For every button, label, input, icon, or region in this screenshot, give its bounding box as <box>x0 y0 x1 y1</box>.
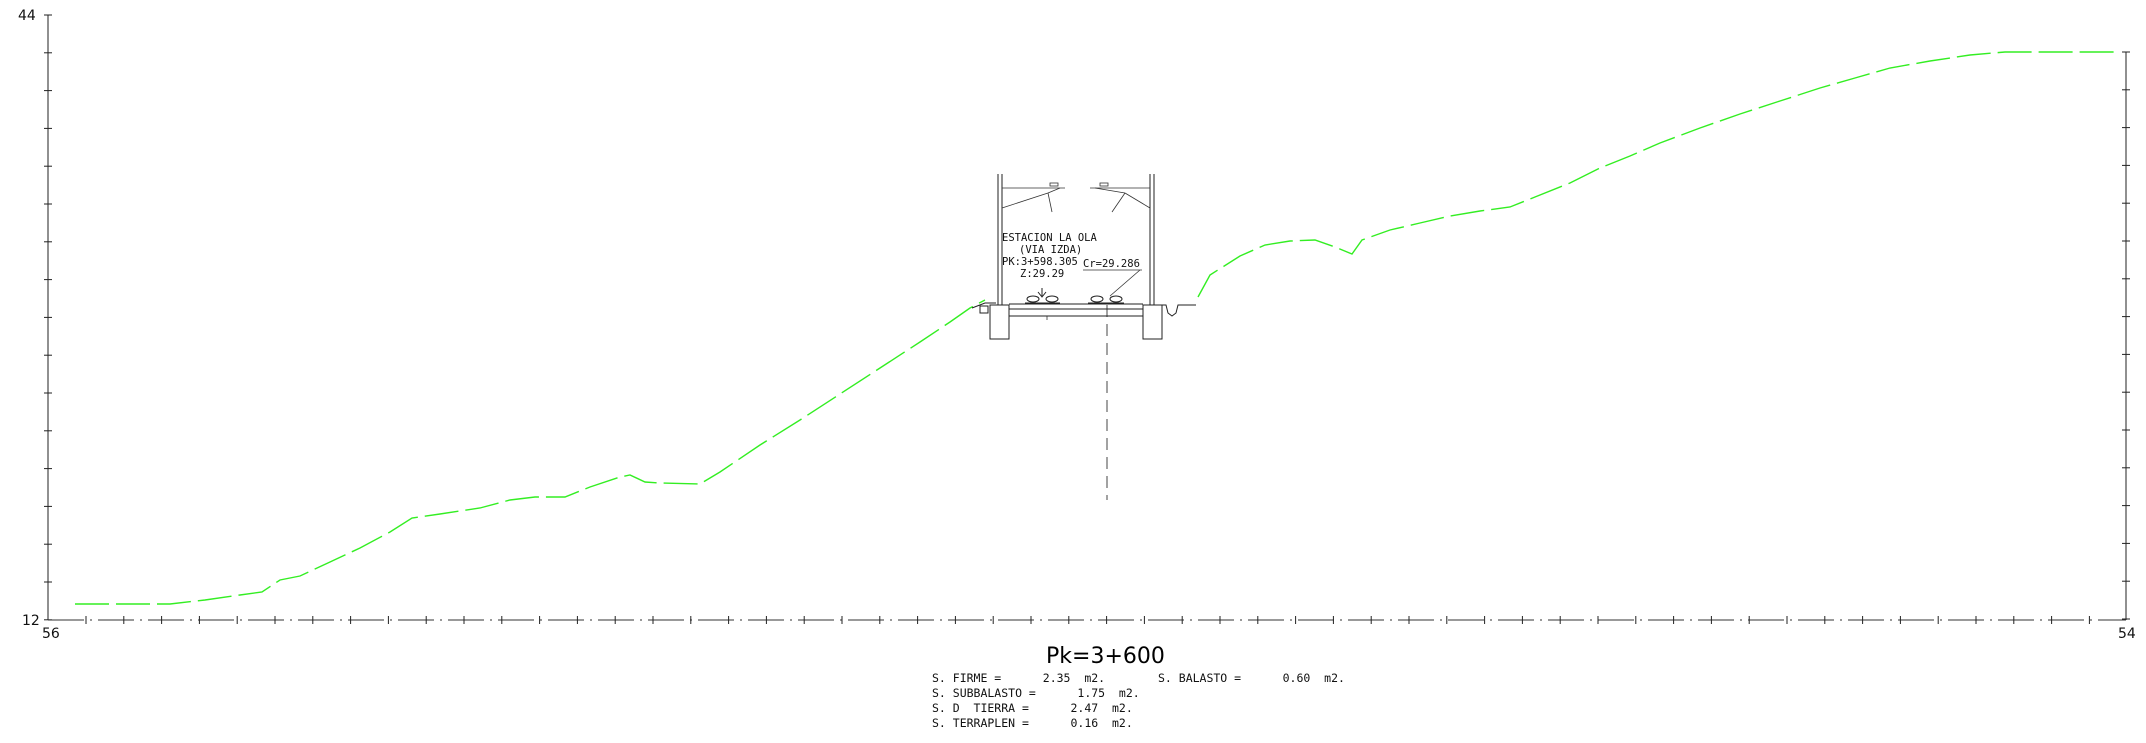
right-track-rails <box>1088 269 1141 304</box>
area-tierra: S. D TIERRA = 2.47 m2. <box>932 701 1133 715</box>
terrain-profile-right <box>1197 51 2120 298</box>
left-scale: 44 12 <box>18 8 52 629</box>
rail-level-note: Cr=29.286 <box>1083 258 1140 270</box>
section-title: Pk=3+600 <box>1046 644 1165 669</box>
x-axis-left-label: 56 <box>42 626 60 642</box>
station-name: ESTACION LA OLA <box>1002 232 1098 244</box>
area-balasto: S. BALASTO = 0.60 m2. <box>1158 671 1345 685</box>
right-platform-wall <box>1142 304 1163 340</box>
y-axis-top-label: 44 <box>18 8 36 24</box>
left-track-rails <box>1025 288 1060 304</box>
left-drain-box <box>979 305 989 314</box>
area-summary: S. FIRME = 2.35 m2. S. BALASTO = 0.60 m2… <box>932 671 1345 730</box>
y-axis-bottom-label: 12 <box>22 613 40 629</box>
station-pk: PK:3+598.305 <box>1002 256 1078 268</box>
track-section: ESTACION LA OLA (VIA IZDA) PK:3+598.305 … <box>971 174 1196 340</box>
station-elevation: Z:29.29 <box>1020 268 1064 280</box>
bottom-axis: 56 54 <box>42 616 2136 642</box>
right-ditch <box>1162 304 1196 317</box>
catenary-left <box>997 174 1065 305</box>
track-side-note: (VIA IZDA) <box>1019 244 1082 256</box>
catenary-right <box>1090 174 1155 305</box>
terrain-profile-left <box>75 299 986 605</box>
left-platform-wall <box>989 304 1010 340</box>
area-firme: S. FIRME = 2.35 m2. <box>932 671 1105 685</box>
x-axis-right-label: 54 <box>2118 626 2136 642</box>
right-scale <box>2122 51 2130 620</box>
area-subbalasto: S. SUBBALASTO = 1.75 m2. <box>932 686 1140 700</box>
area-terraplen: S. TERRAPLEN = 0.16 m2. <box>932 716 1133 730</box>
